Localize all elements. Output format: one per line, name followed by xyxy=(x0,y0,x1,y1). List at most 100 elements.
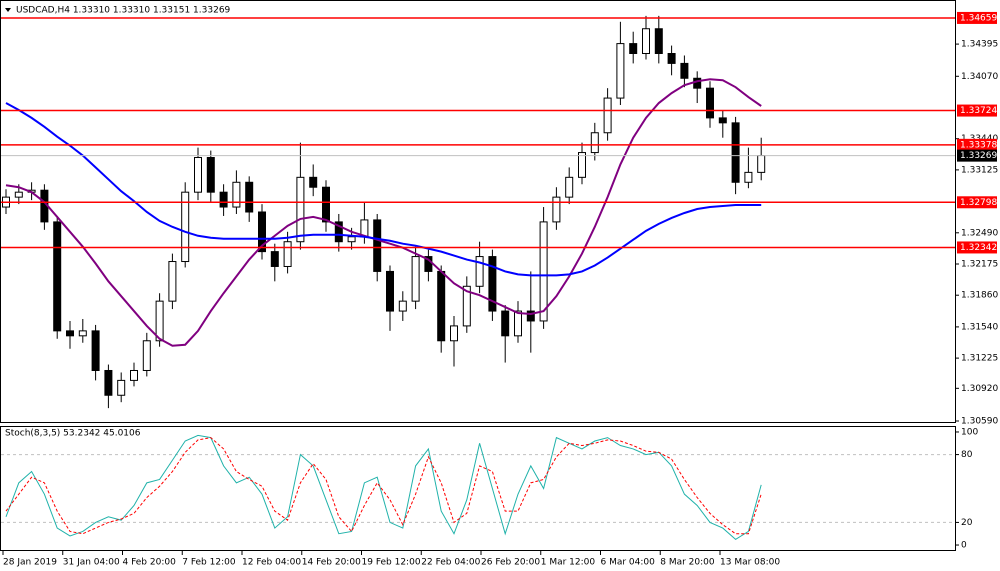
candle-body xyxy=(14,191,23,198)
candle-body xyxy=(309,176,318,188)
candle-body xyxy=(386,270,394,312)
indicator-line xyxy=(5,434,762,540)
y-tick-label: 1.31540 xyxy=(961,322,998,332)
x-tick-label: 4 Feb 20:00 xyxy=(123,558,177,568)
candle-body xyxy=(475,256,484,287)
candle-body xyxy=(194,157,202,193)
candle-body xyxy=(514,310,522,337)
x-tick-label: 31 Jan 04:00 xyxy=(63,558,120,568)
main-pane xyxy=(0,0,956,423)
candle-body xyxy=(168,261,177,302)
current-price-label: 1.33269 xyxy=(960,151,997,161)
candle-body xyxy=(706,87,714,119)
x-tick-label: 14 Feb 20:00 xyxy=(302,558,361,568)
candle-body xyxy=(603,97,612,134)
candle-body xyxy=(258,211,266,253)
candle-body xyxy=(744,171,753,183)
level-label: 1.34659 xyxy=(960,13,997,23)
candle-body xyxy=(142,340,151,371)
candle-body xyxy=(334,221,343,243)
candle-body xyxy=(450,325,458,342)
x-tick-label: 8 Mar 20:00 xyxy=(660,558,715,568)
level-label: 1.33378 xyxy=(960,140,997,150)
y-tick-label: 80 xyxy=(961,450,973,460)
candle-body xyxy=(398,300,407,312)
candle-body xyxy=(616,43,625,99)
x-tick-label: 13 Mar 08:00 xyxy=(720,558,780,568)
x-tick-label: 19 Feb 12:00 xyxy=(362,558,421,568)
chart-title: USDCAD,H4 1.33310 1.33310 1.33151 1.3326… xyxy=(16,6,231,16)
candle-body xyxy=(539,221,548,322)
candle-body xyxy=(206,157,215,193)
menu-arrow[interactable] xyxy=(5,8,11,12)
candle-body xyxy=(347,236,356,243)
x-tick-label: 6 Mar 04:00 xyxy=(601,558,656,568)
candle-body xyxy=(654,28,663,55)
candle-body xyxy=(501,310,510,337)
candle-body xyxy=(91,330,100,371)
candle-body xyxy=(117,379,126,396)
candle-body xyxy=(130,369,138,381)
candle-body xyxy=(437,270,446,342)
candle-body xyxy=(718,117,727,124)
y-tick-label: 1.34395 xyxy=(961,40,998,50)
candle-body xyxy=(411,256,420,302)
indicator-line xyxy=(5,102,762,277)
y-tick-label: 20 xyxy=(961,518,973,528)
y-tick-label: 1.31860 xyxy=(961,291,998,301)
candle-body xyxy=(757,155,766,173)
stoch-pane xyxy=(0,426,956,551)
candle-body xyxy=(693,77,702,89)
candle-body xyxy=(245,181,254,213)
y-tick-label: 1.30920 xyxy=(961,384,998,394)
candle-body xyxy=(322,186,330,223)
candle-body xyxy=(578,152,586,178)
x-tick-label: 26 Feb 20:00 xyxy=(481,558,540,568)
candle-body xyxy=(283,241,292,267)
level-label: 1.32798 xyxy=(960,198,997,208)
candle-body xyxy=(552,196,561,223)
candle-body xyxy=(78,330,87,337)
candle-body xyxy=(373,219,382,272)
stoch-title: Stoch(8,3,5) 53.2342 45.0106 xyxy=(5,429,141,439)
level-label-box xyxy=(957,104,997,117)
indicator-line xyxy=(5,78,762,347)
level-label-box xyxy=(957,138,997,151)
candle-body xyxy=(590,132,599,154)
candle-body xyxy=(53,221,62,332)
candle-body xyxy=(680,62,689,79)
x-tick-label: 12 Feb 04:00 xyxy=(242,558,301,568)
candle-body xyxy=(270,251,279,267)
y-tick-label: 1.32490 xyxy=(961,228,998,238)
level-label-box xyxy=(957,241,997,254)
candle-body xyxy=(296,176,305,243)
y-tick-label: 1.34070 xyxy=(961,72,998,82)
indicator-line xyxy=(5,437,762,535)
level-label-box xyxy=(957,11,997,24)
y-tick-label: 1.30590 xyxy=(961,417,998,427)
candle-body xyxy=(731,122,740,183)
current-price-box xyxy=(957,149,997,162)
y-tick-label: 100 xyxy=(961,427,978,437)
level-label-box xyxy=(957,196,997,209)
candle-body xyxy=(629,43,638,55)
y-tick-label: 1.32175 xyxy=(961,260,998,270)
x-tick-label: 1 Mar 12:00 xyxy=(541,558,596,568)
x-tick-label: 7 Feb 12:00 xyxy=(182,558,236,568)
x-tick-label: 22 Feb 04:00 xyxy=(421,558,480,568)
candle-body xyxy=(232,181,241,208)
x-tick-label: 28 Jan 2019 xyxy=(3,558,57,568)
candle-body xyxy=(104,369,113,396)
y-tick-label: 1.33125 xyxy=(961,165,998,175)
level-label: 1.32342 xyxy=(960,243,997,253)
candle-body xyxy=(667,53,676,64)
candle-body xyxy=(66,330,74,337)
y-tick-label: 0 xyxy=(961,541,967,551)
level-label: 1.33724 xyxy=(960,106,997,116)
candle-body xyxy=(181,191,190,263)
candle-body xyxy=(488,256,497,312)
candle-body xyxy=(526,310,535,322)
candle-body xyxy=(565,176,574,198)
candle-body xyxy=(462,285,471,327)
